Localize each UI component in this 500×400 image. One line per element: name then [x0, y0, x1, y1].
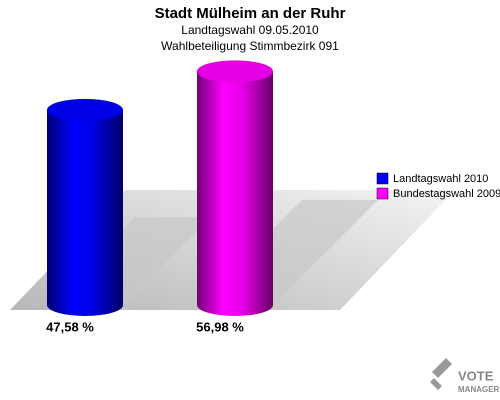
bar — [47, 109, 123, 316]
chart-subtitle: Wahlbeteiligung Stimmbezirk 091 — [161, 39, 339, 53]
logo-text: MANAGER — [458, 385, 500, 394]
bars: 47,58 % 56,98 % — [46, 60, 379, 334]
bar-top — [197, 60, 273, 83]
value-label: 56,98 % — [196, 319, 244, 334]
chart-title: Stadt Mülheim an der Ruhr — [155, 5, 346, 22]
legend-label: Bundestagswahl 2009 — [393, 188, 500, 200]
legend-label: Landtagswahl 2010 — [393, 173, 488, 185]
legend: Landtagswahl 2010 Bundestagswahl 2009 — [376, 172, 500, 200]
value-label: 47,58 % — [46, 319, 94, 334]
bar-top — [47, 98, 123, 121]
logo-text: VOTE — [458, 368, 494, 383]
logo: VOTE MANAGER — [430, 358, 500, 394]
legend-swatch — [376, 187, 389, 200]
legend-swatch — [376, 172, 389, 185]
chart-subtitle: Landtagswahl 09.05.2010 — [181, 23, 319, 37]
bar — [197, 71, 273, 316]
